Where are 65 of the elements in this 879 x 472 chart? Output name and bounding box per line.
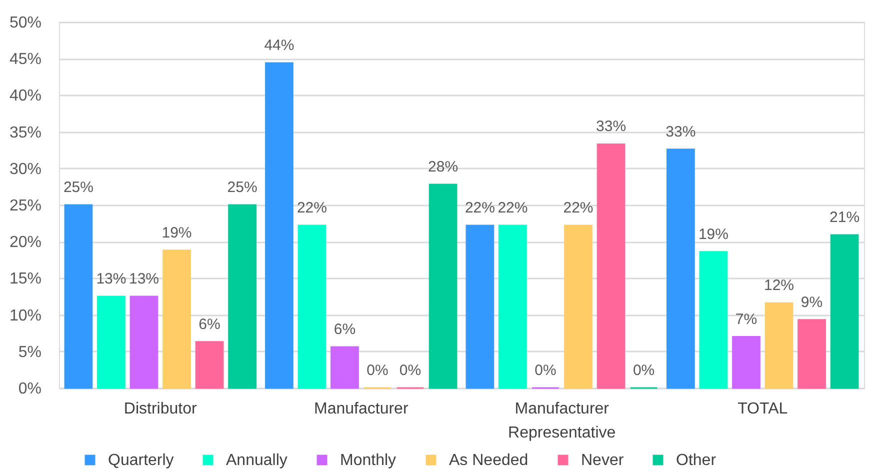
- x-tick-label: Manufacturer Representative: [508, 400, 616, 442]
- bar: [64, 204, 93, 389]
- data-label: 25%: [63, 179, 94, 196]
- data-label: 13%: [128, 270, 160, 288]
- data-label: 21%: [830, 209, 860, 226]
- bar: [130, 296, 158, 389]
- y-tick-label: 45%: [9, 51, 42, 68]
- bar: [466, 224, 494, 389]
- y-tick-label: 50%: [9, 14, 42, 32]
- data-label: 0%: [399, 362, 422, 379]
- data-label: 13%: [96, 270, 126, 288]
- data-label: 0%: [366, 362, 388, 379]
- legend-label: Monthly: [340, 452, 396, 469]
- x-tick-label: Manufacturer: [314, 400, 409, 418]
- data-label: 0%: [632, 362, 655, 379]
- data-label: 19%: [698, 226, 728, 243]
- legend-label: Quarterly: [108, 452, 174, 469]
- data-label: 22%: [464, 199, 495, 216]
- data-label: 6%: [198, 316, 220, 333]
- data-label: 28%: [428, 158, 458, 176]
- data-label: 22%: [563, 199, 594, 216]
- data-label: 0%: [534, 362, 556, 379]
- y-tick-label: 35%: [9, 124, 42, 142]
- bar: [732, 336, 760, 389]
- y-tick-label: 30%: [9, 160, 42, 178]
- data-label: 12%: [764, 277, 794, 294]
- data-label: 6%: [334, 321, 356, 338]
- data-label: 7%: [735, 310, 758, 328]
- data-label: 33%: [666, 123, 696, 140]
- x-tick-label: TOTAL: [738, 400, 788, 418]
- y-tick-label: 20%: [9, 234, 42, 252]
- y-tick-label: 25%: [9, 198, 42, 214]
- legend-label: Never: [581, 452, 624, 469]
- y-tick-label: 10%: [9, 307, 42, 324]
- bar: [699, 251, 728, 389]
- bar: [330, 346, 359, 389]
- y-tick-label: 15%: [9, 270, 42, 288]
- y-tick-label: 5%: [18, 344, 42, 361]
- data-label: 9%: [800, 294, 823, 311]
- legend-label: As Needed: [449, 452, 528, 469]
- data-label: 22%: [498, 199, 528, 216]
- y-tick-label: 0%: [18, 380, 42, 398]
- data-label: 19%: [162, 224, 192, 242]
- bar: [666, 148, 695, 389]
- legend-label: Annually: [226, 452, 288, 469]
- bar: [764, 302, 794, 389]
- data-label: 25%: [227, 179, 258, 196]
- bar: [564, 224, 592, 389]
- bar: [97, 296, 126, 389]
- x-tick-label: Distributor: [124, 400, 198, 418]
- bar: [228, 204, 256, 389]
- data-label: 44%: [264, 36, 294, 54]
- bar: [162, 250, 191, 389]
- bar: [298, 224, 326, 389]
- bar: [498, 224, 527, 389]
- bar: [798, 319, 826, 389]
- bar: [195, 341, 224, 389]
- bar: [428, 184, 458, 389]
- bar: [265, 62, 294, 389]
- y-tick-label: 40%: [9, 88, 42, 105]
- bar: [830, 234, 859, 389]
- bar: [596, 143, 626, 389]
- data-label: 22%: [296, 199, 327, 216]
- data-label: 33%: [596, 118, 626, 136]
- legend-label: Other: [676, 452, 717, 469]
